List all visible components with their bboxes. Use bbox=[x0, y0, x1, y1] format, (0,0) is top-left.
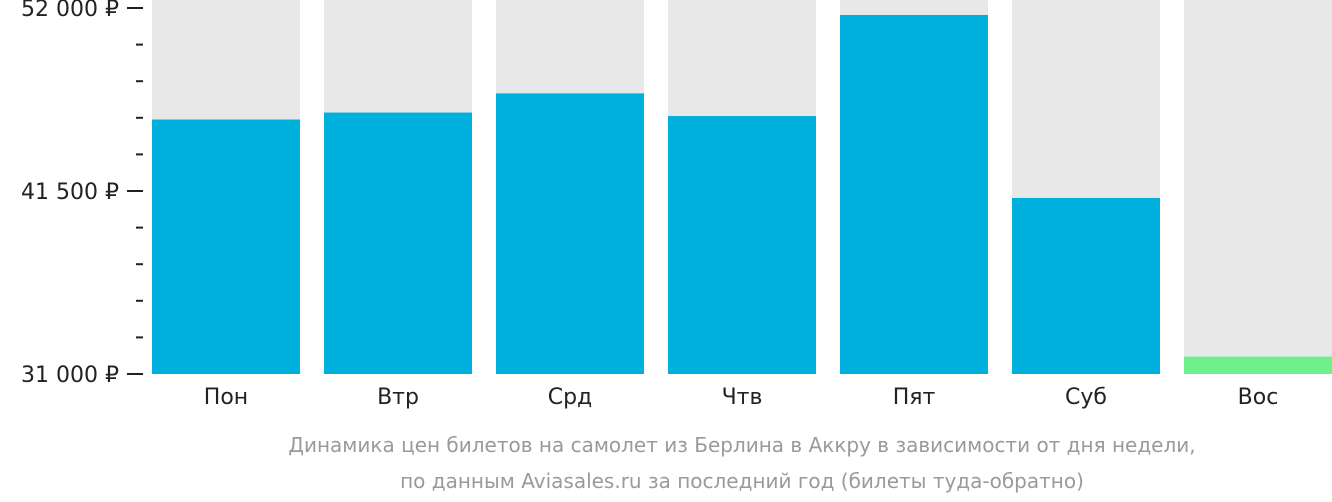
bars bbox=[152, 14, 1332, 375]
x-tick-label: Срд bbox=[548, 385, 593, 410]
y-tick-label: 41 500 ₽ bbox=[21, 180, 119, 205]
y-tick-label: 31 000 ₽ bbox=[21, 363, 119, 388]
bar bbox=[1012, 197, 1160, 374]
bar bbox=[668, 116, 816, 375]
x-tick-label: Пят bbox=[893, 385, 936, 410]
bar bbox=[1184, 356, 1332, 374]
x-tick-label: Чтв bbox=[722, 385, 763, 410]
y-axis: 31 000 ₽ 41 500 ₽ 52 000 ₽ bbox=[21, 0, 143, 388]
x-tick-label: Пон bbox=[204, 385, 248, 410]
y-tick-label: 52 000 ₽ bbox=[21, 0, 119, 22]
caption-line-2: по данным Aviasales.ru за последний год … bbox=[400, 469, 1084, 493]
x-axis: Пон Втр Срд Чтв Пят Суб Вос bbox=[204, 385, 1279, 410]
bar bbox=[324, 112, 472, 375]
x-tick-label: Вос bbox=[1238, 385, 1279, 410]
bar bbox=[840, 14, 988, 374]
bar bbox=[496, 93, 644, 375]
bar bbox=[152, 119, 300, 375]
x-tick-label: Суб bbox=[1065, 385, 1107, 410]
x-tick-label: Втр bbox=[377, 385, 419, 410]
chart-caption: Динамика цен билетов на самолет из Берли… bbox=[288, 433, 1195, 493]
bar-track bbox=[1184, 0, 1332, 374]
caption-line-1: Динамика цен билетов на самолет из Берли… bbox=[288, 433, 1195, 457]
